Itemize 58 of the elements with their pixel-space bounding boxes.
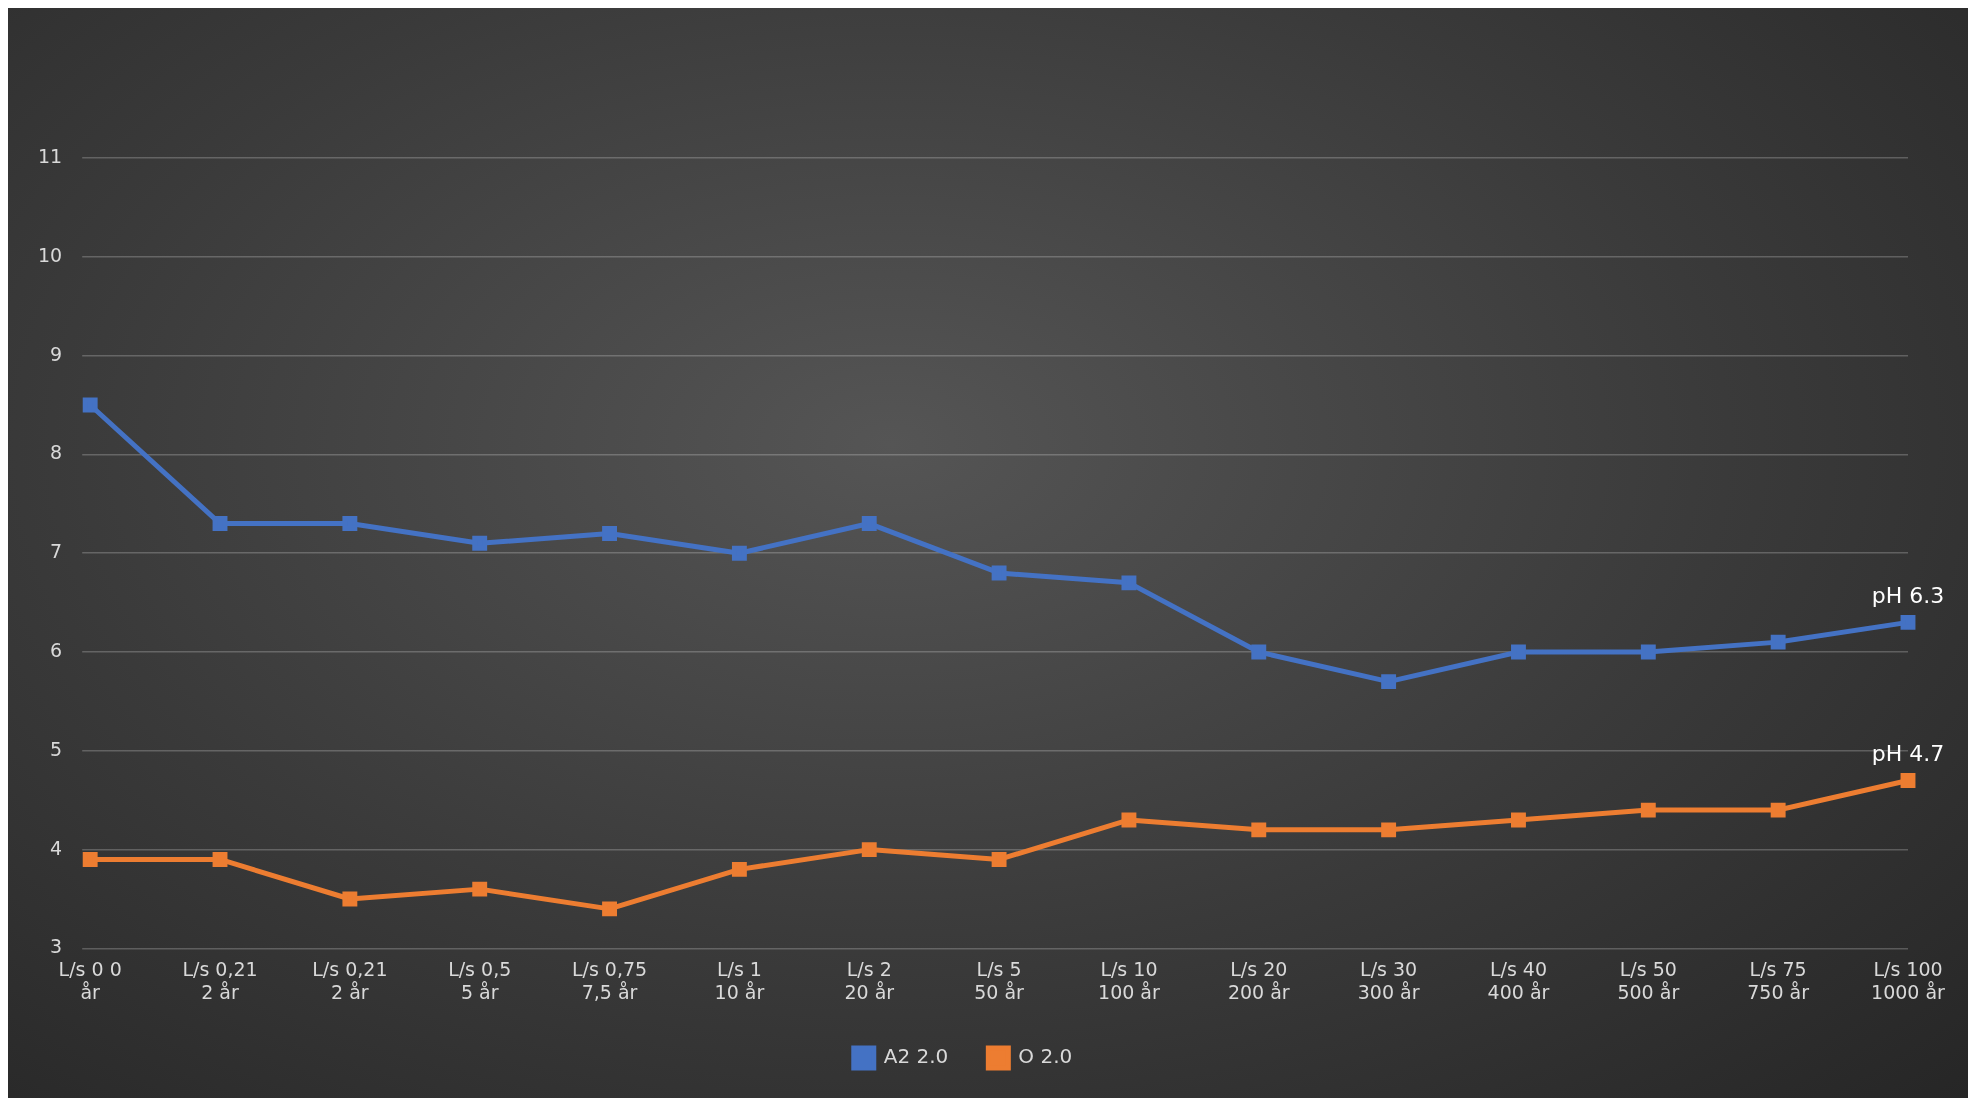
point (212, 852, 228, 867)
x-tick-label: L/s 0,21 2 år (312, 957, 388, 1003)
point (731, 545, 747, 561)
x-tick-label: L/s 30 300 år (1357, 957, 1420, 1003)
point (1511, 812, 1526, 828)
point (1121, 575, 1137, 591)
point (472, 535, 488, 551)
x-tick-label: L/s 10 100 år (1098, 957, 1160, 1003)
point (731, 861, 747, 877)
x-tick-label: L/s 0,21 2 år (182, 957, 258, 1003)
point (472, 881, 488, 897)
point (1121, 812, 1137, 828)
annotation: pH 6.3 (1871, 583, 1945, 609)
x-tick-label: L/s 40 400 år (1487, 957, 1550, 1003)
point (1381, 822, 1397, 838)
point (991, 565, 1007, 581)
y-tick-label: 11 (37, 144, 63, 167)
point (1640, 644, 1656, 660)
point (1900, 772, 1916, 788)
y-tick-label: 4 (50, 836, 63, 859)
legend-label: O 2.0 (1018, 1044, 1073, 1069)
point (1640, 802, 1656, 818)
y-tick-label: 8 (50, 441, 63, 464)
y-tick-label: 9 (50, 342, 63, 365)
y-tick-label: 3 (50, 935, 63, 958)
x-tick-label: L/s 0,5 5 år (448, 957, 512, 1003)
x-tick-label: L/s 0,75 7,5 år (571, 957, 648, 1003)
point (1251, 644, 1267, 660)
point (1251, 822, 1267, 838)
point (342, 891, 358, 907)
point (1770, 634, 1786, 650)
x-tick-label: L/s 75 750 år (1747, 957, 1810, 1003)
point (861, 516, 877, 532)
y-tick-label: 7 (50, 540, 63, 563)
y-tick-label: 5 (50, 737, 63, 760)
point (82, 397, 98, 413)
point (602, 901, 618, 917)
x-tick-label: L/s 2 20 år (844, 957, 895, 1003)
y-tick-label: 6 (50, 638, 63, 661)
x-tick-label: L/s 0 0 år (58, 957, 122, 1003)
point (991, 852, 1007, 867)
point (602, 525, 618, 541)
point (212, 516, 228, 532)
point (861, 842, 877, 858)
point (1770, 802, 1786, 818)
x-tick-label: L/s 50 500 år (1617, 957, 1680, 1003)
point (1511, 644, 1526, 660)
x-tick-label: L/s 100 1000 år (1871, 957, 1946, 1003)
annotation: pH 4.7 (1871, 741, 1945, 767)
point (82, 852, 98, 867)
x-tick-label: L/s 20 200 år (1227, 957, 1290, 1003)
legend-label: A2 2.0 (883, 1044, 949, 1069)
x-tick-label: L/s 1 10 år (714, 957, 765, 1003)
point (342, 516, 358, 532)
y-tick-label: 10 (37, 243, 63, 266)
point (1381, 674, 1397, 690)
x-tick-label: L/s 5 50 år (974, 957, 1025, 1003)
point (1900, 614, 1916, 630)
